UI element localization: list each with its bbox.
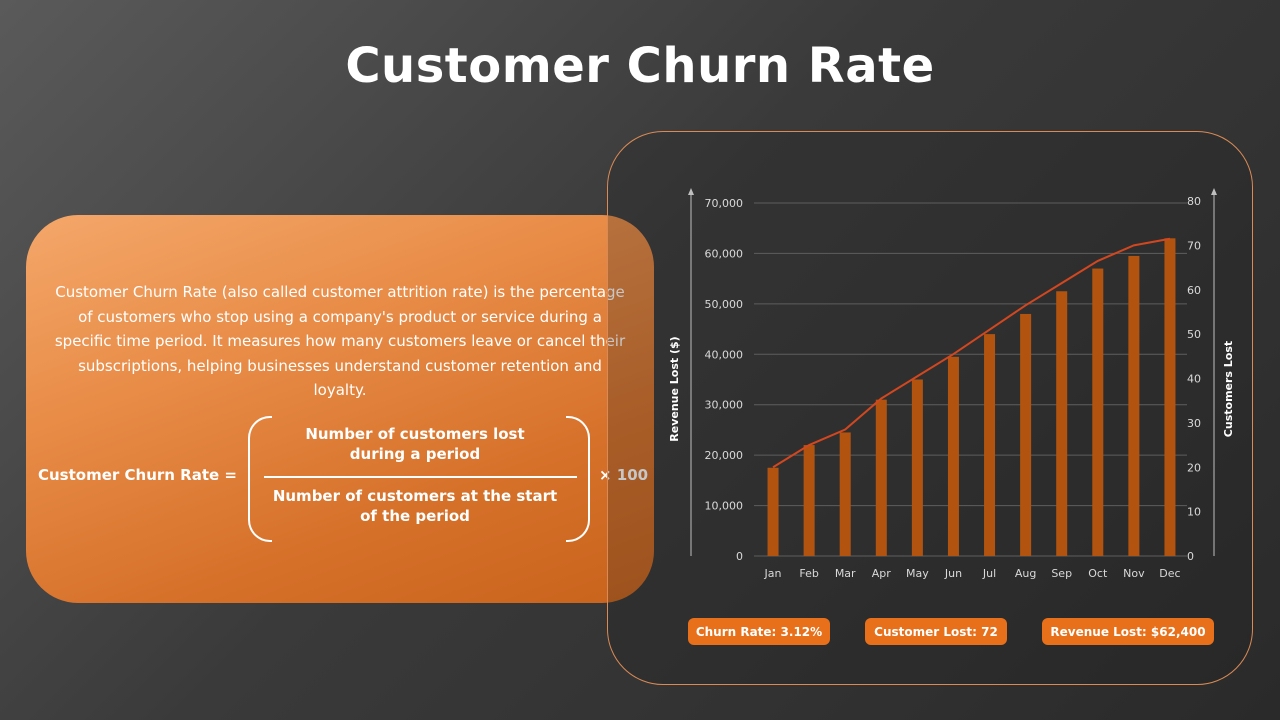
- formula-label: Customer Churn Rate =: [38, 466, 237, 484]
- x-tick-label: Sep: [1051, 567, 1072, 580]
- churn-rate-badge: Churn Rate: 3.12%: [688, 618, 830, 645]
- right-axis-arrowhead: [1211, 188, 1217, 195]
- bar: [875, 399, 887, 556]
- y2-tick-label: 80: [1187, 195, 1201, 208]
- formula-multiplier: × 100: [599, 466, 649, 484]
- x-tick-label: Jul: [982, 567, 996, 580]
- revenue-lost-badge: Revenue Lost: $62,400: [1042, 618, 1214, 645]
- y2-axis-title: Customers Lost: [1222, 341, 1235, 437]
- bar: [984, 334, 996, 556]
- page-title: Customer Churn Rate: [345, 38, 935, 94]
- formula-denominator: Number of customers at the start of the …: [264, 486, 566, 526]
- bar: [947, 356, 959, 556]
- y-tick-label: 0: [736, 550, 743, 563]
- bar: [1128, 255, 1140, 556]
- definition-card: [26, 215, 654, 603]
- x-tick-label: Feb: [799, 567, 818, 580]
- bar: [911, 379, 923, 556]
- x-tick-label: Oct: [1088, 567, 1108, 580]
- bar: [1164, 238, 1176, 557]
- fraction-bar: [264, 476, 577, 478]
- y-tick-label: 50,000: [705, 298, 744, 311]
- bar: [1056, 291, 1068, 556]
- y2-tick-label: 0: [1187, 550, 1194, 563]
- bar: [803, 445, 815, 556]
- formula-numerator: Number of customers lost during a period: [270, 424, 560, 464]
- y-tick-label: 10,000: [705, 500, 744, 513]
- x-tick-label: Dec: [1159, 567, 1180, 580]
- x-tick-label: Nov: [1123, 567, 1145, 580]
- y-tick-label: 30,000: [705, 399, 744, 412]
- y2-tick-label: 10: [1187, 506, 1201, 519]
- x-tick-label: Jan: [764, 567, 782, 580]
- y2-tick-label: 40: [1187, 373, 1201, 386]
- y2-tick-label: 50: [1187, 328, 1201, 341]
- chart-card: [607, 131, 1253, 685]
- y2-tick-label: 30: [1187, 417, 1201, 430]
- x-tick-label: Mar: [835, 567, 856, 580]
- x-tick-label: Jun: [944, 567, 962, 580]
- x-tick-label: May: [906, 567, 929, 580]
- numerator-line-2: during a period: [349, 445, 481, 463]
- churn-chart: 70,000 60,000 50,000 40,000 30,000 20,000 10,0…: [668, 188, 1235, 580]
- numerator-line-1: Number of customers lost: [305, 425, 525, 443]
- denominator-line-1: Number of customers at the start: [272, 487, 558, 505]
- y2-tick-label: 20: [1187, 461, 1201, 474]
- y2-tick-label: 60: [1187, 284, 1201, 297]
- x-tick-label: Aug: [1015, 567, 1036, 580]
- definition-text: Customer Churn Rate (also called custome…: [54, 283, 626, 399]
- denominator-line-2: of the period: [360, 507, 470, 525]
- y-tick-label: 40,000: [705, 348, 744, 361]
- bar: [839, 432, 851, 556]
- y2-tick-label: 70: [1187, 239, 1201, 252]
- bar: [1020, 313, 1032, 556]
- y-tick-label: 60,000: [705, 247, 744, 260]
- y-tick-label: 70,000: [705, 197, 744, 210]
- x-tick-label: Apr: [872, 567, 892, 580]
- bar: [1092, 268, 1104, 556]
- bar: [767, 467, 779, 556]
- right-parenthesis: [566, 416, 590, 542]
- customer-lost-badge: Customer Lost: 72: [865, 618, 1007, 645]
- left-axis-arrowhead: [688, 188, 694, 195]
- y-axis-title: Revenue Lost ($): [668, 336, 681, 441]
- customers-lost-line: [772, 237, 1171, 469]
- y-tick-label: 20,000: [705, 449, 744, 462]
